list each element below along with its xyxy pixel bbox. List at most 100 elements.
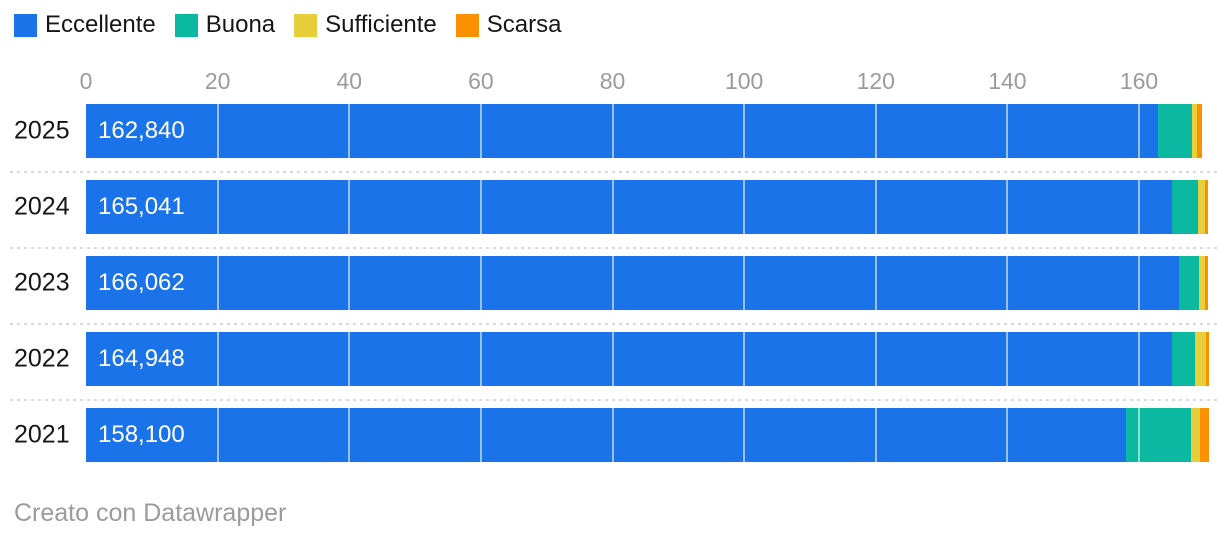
x-axis-tick-label: 160 xyxy=(1119,68,1159,94)
gridline xyxy=(611,408,614,462)
gridline xyxy=(1006,332,1009,386)
gridline xyxy=(216,256,219,310)
x-axis-tick-label: 140 xyxy=(988,68,1027,94)
footer-credit: Creato con Datawrapper xyxy=(14,499,287,527)
gridline xyxy=(216,408,219,462)
legend-item-eccellente: Eccellente xyxy=(14,13,156,37)
bar-segment-eccellente xyxy=(86,332,1172,386)
gridline xyxy=(743,332,746,386)
x-axis-tick-label: 60 xyxy=(468,68,494,94)
gridline xyxy=(1138,180,1140,234)
legend-item-scarsa: Scarsa xyxy=(455,11,562,38)
bar-segment-buona xyxy=(1126,408,1192,462)
gridline xyxy=(348,408,351,462)
gridline xyxy=(743,256,746,310)
x-axis-tick-label: 20 xyxy=(204,68,231,94)
gridline xyxy=(1006,256,1009,310)
gridline xyxy=(1138,408,1140,462)
gridline xyxy=(216,104,219,158)
stacked-bar: 158,100 xyxy=(86,408,1210,462)
legend-label: Scarsa xyxy=(486,11,562,38)
gridline xyxy=(611,256,614,310)
legend-item-buona: Buona xyxy=(174,11,276,38)
legend-label: Sufficiente xyxy=(325,11,437,38)
gridline xyxy=(348,256,351,310)
bar-segment-sufficiente xyxy=(1198,256,1205,310)
gridline xyxy=(611,104,614,158)
bar-segment-sufficiente xyxy=(1198,180,1205,234)
stacked-bar: 165,041 xyxy=(86,180,1209,234)
bar-segment-scarsa xyxy=(1199,408,1210,462)
bar-segment-eccellente xyxy=(86,408,1127,462)
gridline xyxy=(1138,104,1140,158)
gridline xyxy=(1006,408,1009,462)
bar-segment-scarsa xyxy=(1205,332,1209,386)
stacked-bar: 166,062 xyxy=(86,256,1209,310)
x-axis-tick-label: 0 xyxy=(79,68,93,94)
bar-segment-eccellente xyxy=(86,180,1173,234)
x-axis-tick-label: 80 xyxy=(599,68,626,94)
gridline xyxy=(1138,332,1140,386)
bar-segment-buona xyxy=(1171,332,1196,386)
gridline xyxy=(348,332,351,386)
year-label: 2021 xyxy=(14,420,70,449)
legend-swatch-icon xyxy=(174,13,198,37)
gridline xyxy=(216,180,219,234)
stacked-bar: 164,948 xyxy=(86,332,1209,386)
bar-segment-sufficiente xyxy=(1191,104,1198,158)
gridline xyxy=(479,408,482,462)
gridline xyxy=(479,332,482,386)
gridline xyxy=(611,180,614,234)
bar-row-2024: 2024 165,041 xyxy=(0,180,1220,234)
bar-value-label: 165,041 xyxy=(98,193,185,220)
gridline xyxy=(743,180,746,234)
bar-row-2022: 2022 164,948 xyxy=(0,332,1220,386)
gridline xyxy=(1006,104,1009,158)
bar-segment-buona xyxy=(1178,256,1199,310)
legend-item-sufficiente: Sufficiente xyxy=(294,13,437,37)
gridline xyxy=(348,104,351,158)
bar-segment-eccellente xyxy=(86,256,1179,310)
row-separator xyxy=(10,247,1220,249)
bar-segment-buona xyxy=(1157,104,1192,158)
gridline xyxy=(348,180,351,234)
gridline xyxy=(479,180,482,234)
gridline xyxy=(874,180,877,234)
gridline xyxy=(743,104,746,158)
gridline xyxy=(1138,256,1140,310)
bar-segment-sufficiente xyxy=(1195,332,1206,386)
gridline xyxy=(874,256,877,310)
bar-segment-scarsa xyxy=(1197,104,1203,158)
legend-swatch-icon xyxy=(294,13,318,37)
bar-segment-scarsa xyxy=(1204,256,1209,310)
gridline xyxy=(874,408,877,462)
bar-segment-sufficiente xyxy=(1191,408,1200,462)
plot-area: 0 20 40 60 80 100 120 140 160 2025 162,840 2024 165,… xyxy=(0,60,1220,480)
gridline xyxy=(479,256,482,310)
legend: Eccellente Buona Sufficiente Scarsa xyxy=(14,13,561,37)
bar-value-label: 158,100 xyxy=(98,421,185,448)
year-label: 2022 xyxy=(14,344,70,373)
gridline xyxy=(874,332,877,386)
x-axis-tick-label: 40 xyxy=(336,68,363,94)
bar-segment-eccellente xyxy=(86,104,1158,158)
bar-row-2021: 2021 158,100 xyxy=(0,408,1220,462)
gridline xyxy=(479,104,482,158)
x-axis-tick-label: 100 xyxy=(724,68,764,94)
gridline xyxy=(216,332,219,386)
bar-segment-scarsa xyxy=(1204,180,1209,234)
row-separator xyxy=(10,323,1220,325)
gridline xyxy=(611,332,614,386)
x-axis-tick-label: 120 xyxy=(856,68,895,94)
legend-swatch-icon xyxy=(14,13,37,37)
gridline xyxy=(743,408,746,462)
row-separator xyxy=(10,399,1220,401)
gridline xyxy=(1006,180,1009,234)
bar-segment-buona xyxy=(1172,180,1199,234)
legend-label: Buona xyxy=(205,11,276,38)
row-separator xyxy=(10,171,1220,173)
bar-value-label: 166,062 xyxy=(98,269,185,296)
bar-value-label: 164,948 xyxy=(98,345,185,372)
year-label: 2023 xyxy=(14,268,70,297)
